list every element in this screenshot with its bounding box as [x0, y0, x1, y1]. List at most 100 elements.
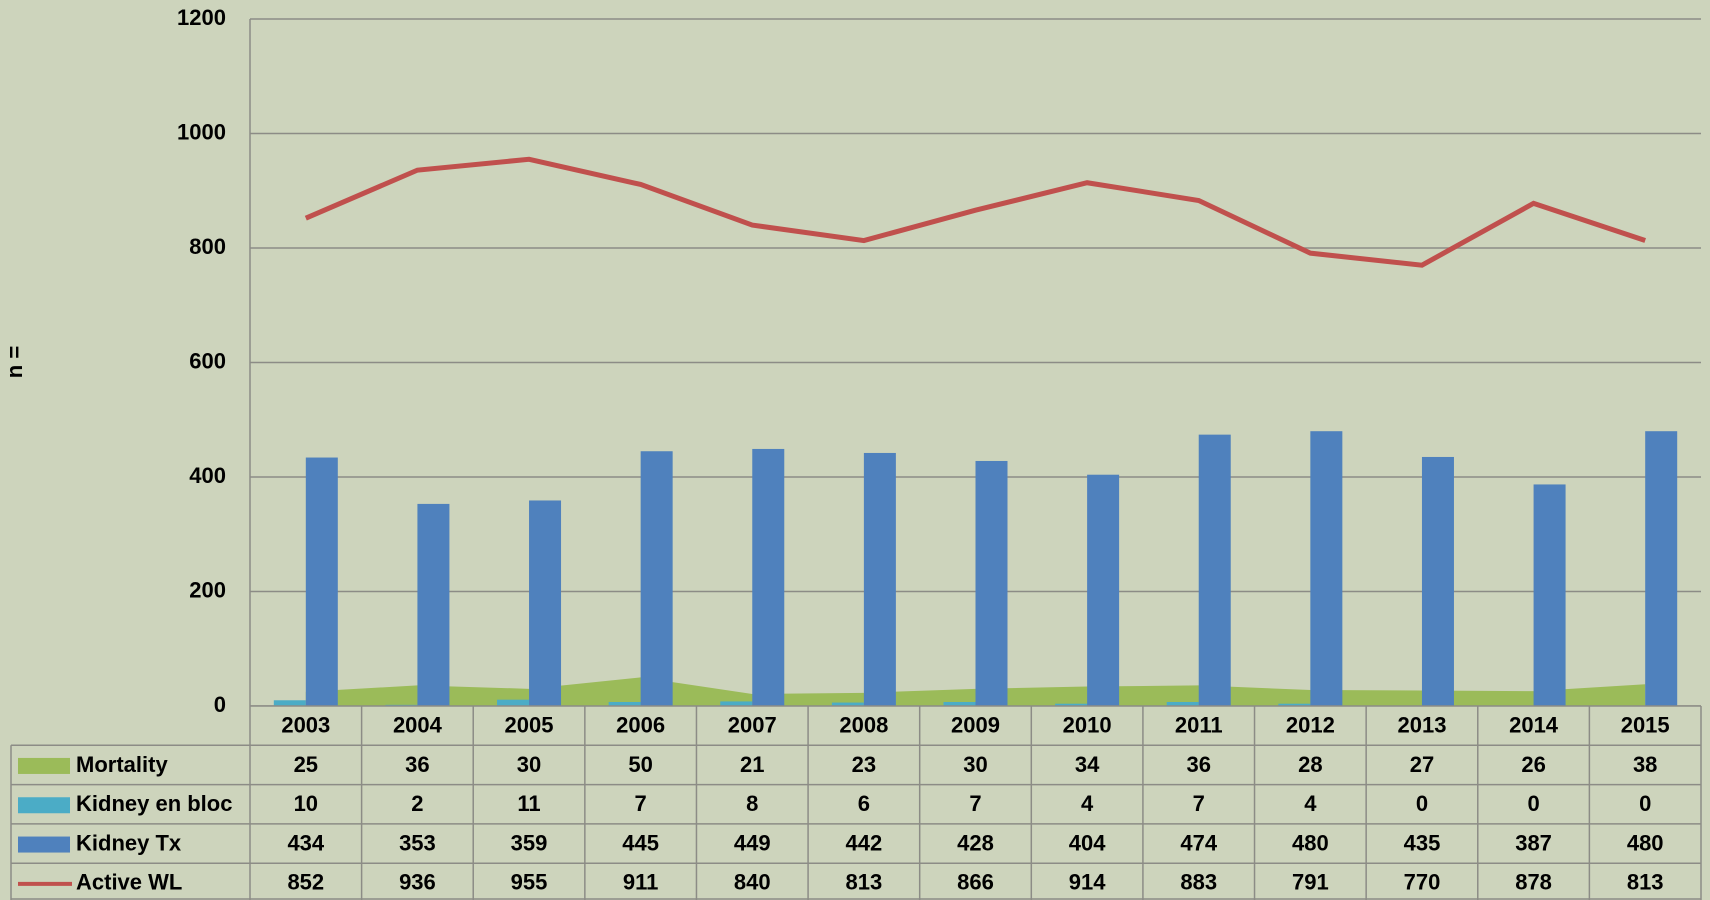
table-value: 36 [1186, 752, 1210, 777]
x-tick-label: 2014 [1509, 712, 1559, 737]
table-value: 7 [969, 791, 981, 816]
x-tick-label: 2015 [1621, 712, 1670, 737]
line [304, 156, 1646, 268]
y-tick-label: 800 [189, 234, 226, 259]
table-value: 8 [746, 791, 758, 816]
y-tick-label: 600 [189, 348, 226, 373]
table-value: 480 [1292, 830, 1329, 855]
table-value: 25 [294, 752, 318, 777]
bar [1166, 701, 1199, 706]
table-value: 878 [1515, 870, 1552, 895]
table-value: 10 [294, 791, 318, 816]
table-value: 404 [1069, 830, 1106, 855]
table-value: 6 [858, 791, 870, 816]
table-value: 359 [511, 830, 548, 855]
table-value: 27 [1410, 752, 1434, 777]
table-value: 813 [1627, 870, 1664, 895]
table-value: 26 [1521, 752, 1545, 777]
x-tick-label: 2006 [616, 712, 665, 737]
bar [1278, 703, 1311, 706]
table-value: 30 [963, 752, 987, 777]
x-tick-label: 2012 [1286, 712, 1335, 737]
bar [529, 500, 562, 706]
table-value: 770 [1404, 870, 1441, 895]
table-value: 449 [734, 830, 771, 855]
table-value: 474 [1180, 830, 1217, 855]
x-tick-label: 2007 [728, 712, 777, 737]
x-tick-label: 2003 [281, 712, 330, 737]
table-value: 7 [635, 791, 647, 816]
bar [1421, 456, 1454, 706]
table-value: 7 [1193, 791, 1205, 816]
x-tick-label: 2010 [1063, 712, 1112, 737]
bar [1310, 431, 1343, 706]
bar [1645, 431, 1678, 706]
x-tick-label: 2005 [505, 712, 554, 737]
table-value: 2 [411, 791, 423, 816]
bar [273, 700, 306, 706]
legend-label: Kidney en bloc [76, 791, 232, 816]
table-value: 34 [1075, 752, 1100, 777]
table-value: 442 [846, 830, 883, 855]
bar [497, 699, 530, 706]
bar [608, 701, 641, 706]
table-value: 4 [1081, 791, 1094, 816]
bar [1198, 434, 1231, 706]
table-value: 791 [1292, 870, 1329, 895]
bar [305, 457, 338, 706]
x-tick-label: 2011 [1175, 712, 1223, 737]
table-value: 21 [740, 752, 764, 777]
x-tick-label: 2008 [839, 712, 888, 737]
bar [1055, 703, 1088, 706]
bar [1087, 474, 1120, 706]
table-value: 11 [517, 791, 540, 816]
table-value: 813 [846, 870, 883, 895]
table-value: 0 [1639, 791, 1651, 816]
legend-swatch [18, 757, 70, 774]
table-value: 428 [957, 830, 994, 855]
bar [943, 701, 976, 706]
table-value: 0 [1527, 791, 1539, 816]
y-tick-label: 1000 [177, 119, 226, 144]
table-value: 883 [1180, 870, 1217, 895]
table-value: 866 [957, 870, 994, 895]
legend-swatch [18, 836, 70, 853]
table-value: 435 [1404, 830, 1441, 855]
bar [720, 701, 753, 706]
table-value: 36 [405, 752, 429, 777]
table-value: 914 [1069, 870, 1106, 895]
table-value: 840 [734, 870, 771, 895]
legend-label: Mortality [76, 752, 168, 777]
legend-label: Active WL [76, 870, 182, 895]
y-axis-label: n = [2, 346, 27, 378]
legend-label: Kidney Tx [76, 830, 182, 855]
table-value: 30 [517, 752, 541, 777]
bar [752, 448, 785, 706]
legend-swatch [18, 797, 70, 814]
bar [417, 503, 450, 706]
table-bg [250, 706, 1701, 746]
bar [831, 702, 864, 706]
y-tick-label: 0 [214, 692, 226, 717]
table-value: 28 [1298, 752, 1322, 777]
bar [863, 452, 896, 706]
table-value: 480 [1627, 830, 1664, 855]
table-value: 353 [399, 830, 436, 855]
table-value: 434 [287, 830, 324, 855]
x-tick-label: 2013 [1397, 712, 1446, 737]
table-value: 0 [1416, 791, 1428, 816]
table-value: 911 [623, 870, 659, 895]
table-value: 387 [1515, 830, 1552, 855]
table-value: 936 [399, 870, 436, 895]
x-tick-label: 2009 [951, 712, 1000, 737]
table-value: 955 [511, 870, 548, 895]
bar [975, 460, 1008, 706]
y-tick-label: 1200 [177, 5, 226, 30]
bar [640, 451, 673, 706]
y-tick-label: 200 [189, 577, 226, 602]
table-value: 23 [852, 752, 876, 777]
table-value: 445 [622, 830, 659, 855]
y-tick-label: 400 [189, 463, 226, 488]
